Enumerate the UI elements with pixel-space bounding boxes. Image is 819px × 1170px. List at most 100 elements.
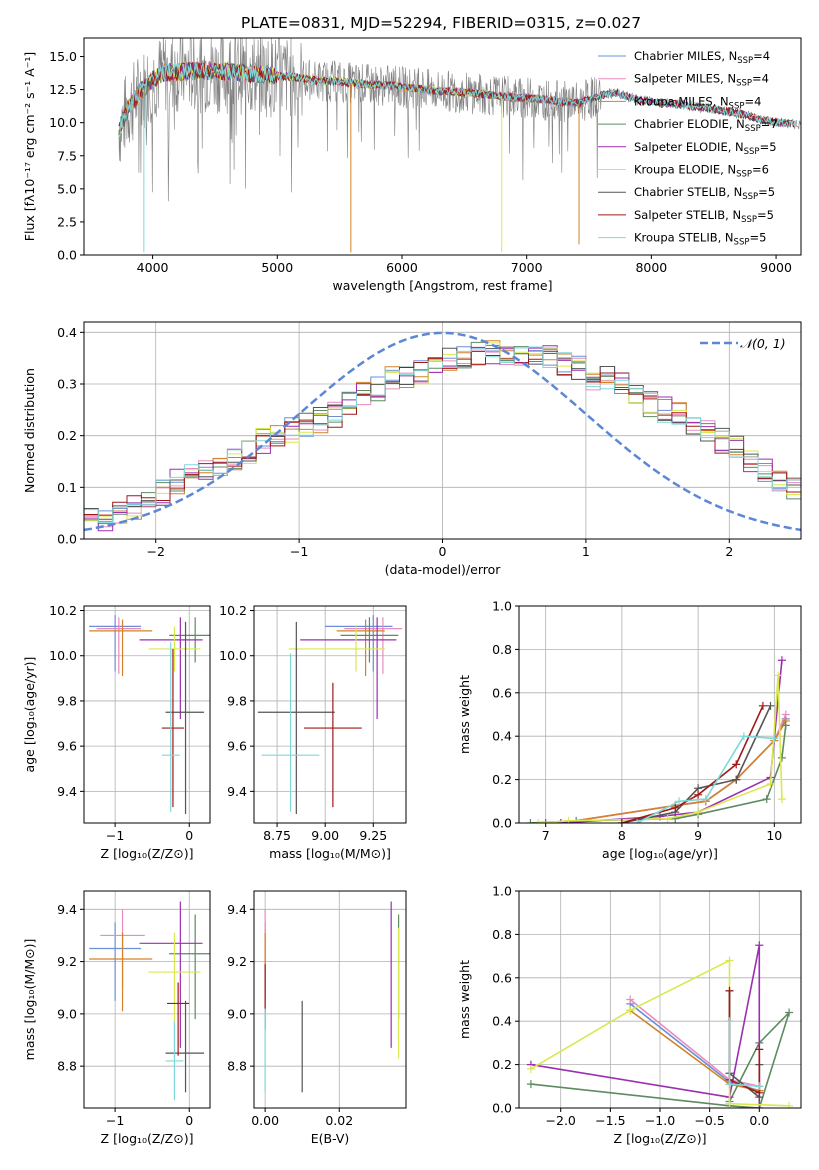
y-tick-label: 9.2 xyxy=(227,954,247,969)
weight-marker xyxy=(725,1099,734,1108)
plot-area xyxy=(526,941,794,1108)
weight-marker xyxy=(526,1080,535,1089)
weight-marker xyxy=(534,819,543,823)
x-tick-label: 10 xyxy=(766,828,782,843)
plot-area xyxy=(89,901,210,1101)
weight-marker xyxy=(725,1080,734,1089)
histogram-chabrier_stelib xyxy=(84,346,801,520)
weight-marker xyxy=(564,816,573,823)
y-tick-label: 0.1 xyxy=(57,480,77,495)
weight-marker xyxy=(762,795,771,804)
weight-marker xyxy=(617,819,626,823)
weight-marker xyxy=(633,819,642,823)
x-tick-label: −2 xyxy=(146,544,164,559)
y-axis-label: mass weight xyxy=(457,675,472,754)
plot-area xyxy=(118,38,801,253)
weight-vs-age-panel: 7 8 9 10 0.0 0.2 0.4 0.6 0.8 1.0 age [log₁₀(age/yr… xyxy=(457,599,802,861)
weight-marker xyxy=(766,779,775,788)
weight-line-chabrier_elodie xyxy=(530,1011,790,1108)
y-tick-label: 0.3 xyxy=(57,377,77,392)
age-vs-Z-panel: −1 0 9.4 9.6 9.8 10.0 10.2 Z [log₁₀(Z/Z⊙)] age [… xyxy=(22,603,211,861)
axes-frame xyxy=(83,37,802,256)
y-tick-label: 0.2 xyxy=(57,428,77,443)
x-tick-label: 6000 xyxy=(386,260,418,275)
weight-line-kroupa_miles xyxy=(560,720,787,823)
x-tick-label: −1 xyxy=(106,1113,124,1128)
weight-marker xyxy=(766,701,775,710)
y-tick-label: 8.8 xyxy=(57,1059,77,1074)
axes-frame xyxy=(83,605,211,824)
legend-label: Kroupa ELODIE, NSSP=6 xyxy=(634,163,769,180)
legend-label: Salpeter ELODIE, NSSP=5 xyxy=(634,140,777,157)
y-tick-label: 7.5 xyxy=(57,148,77,163)
weight-marker xyxy=(671,803,680,812)
weight-marker xyxy=(777,656,786,665)
y-axis-label: Flux [fλ10⁻¹⁷ erg cm⁻² s⁻¹ A⁻¹] xyxy=(22,52,37,241)
y-tick-label: 9.8 xyxy=(227,693,247,708)
weight-marker xyxy=(770,734,779,743)
weight-marker xyxy=(758,701,767,710)
x-tick-label: 8 xyxy=(618,828,626,843)
y-tick-label: 0.2 xyxy=(492,1057,512,1072)
y-tick-label: 12.5 xyxy=(49,82,77,97)
y-tick-label: 0.6 xyxy=(492,970,512,985)
legend-label: Salpeter STELIB, NSSP=5 xyxy=(634,208,774,225)
legend-label: Salpeter MILES, NSSP=4 xyxy=(634,72,769,89)
y-axis-label: mass weight xyxy=(457,960,472,1039)
y-axis-label: Normed distribution xyxy=(22,368,37,493)
y-tick-label: 9.8 xyxy=(57,693,77,708)
y-tick-label: 15.0 xyxy=(49,49,77,64)
y-tick-label: 0.4 xyxy=(492,1014,512,1029)
y-tick-label: 9.0 xyxy=(227,1006,247,1021)
axes-frame xyxy=(518,605,802,824)
y-tick-label: 0.6 xyxy=(492,685,512,700)
y-tick-label: 9.4 xyxy=(227,784,247,799)
weight-line-chabrier_stelib xyxy=(621,705,772,823)
mass-vs-EBV-panel: 0.00 0.02 8.8 9.0 9.2 9.4 E(B-V) xyxy=(227,890,407,1146)
residuals-panel: −2 −1 0 1 2 0.0 0.1 0.2 0.3 0.4 (data-model)/error… xyxy=(22,321,802,577)
x-tick-label: −0.5 xyxy=(694,1113,724,1128)
y-tick-label: 0.8 xyxy=(492,927,512,942)
weight-vs-Z-panel: −2.0 −1.5 −1.0 −0.5 0.0 0.0 0.2 0.4 0.6 0.8 1.0 Z [… xyxy=(457,884,802,1146)
weight-marker xyxy=(526,819,535,823)
legend-label: Chabrier ELODIE, NSSP=7 xyxy=(634,117,778,134)
x-tick-label: −1.5 xyxy=(595,1113,625,1128)
weight-marker xyxy=(781,721,790,730)
x-axis-label: Z [log₁₀(Z/Z⊙)] xyxy=(101,846,194,861)
y-tick-label: 9.6 xyxy=(227,739,247,754)
x-tick-label: 0 xyxy=(185,828,193,843)
weight-marker xyxy=(526,1064,535,1073)
x-tick-label: 0 xyxy=(185,1113,193,1128)
x-tick-label: 0.02 xyxy=(325,1113,353,1128)
histogram-salpeter_elodie xyxy=(84,345,801,532)
weight-marker xyxy=(701,795,710,804)
weight-marker xyxy=(725,956,734,965)
x-tick-label: 8.75 xyxy=(263,828,291,843)
plot-area xyxy=(84,331,801,532)
x-axis-label: mass [log₁₀(M/M⊙)] xyxy=(269,846,391,861)
weight-line-salpeter_elodie xyxy=(530,945,761,1108)
y-tick-label: 0.0 xyxy=(57,532,77,547)
legend-label: Chabrier STELIB, NSSP=5 xyxy=(634,185,775,202)
weight-marker xyxy=(663,814,672,823)
legend-label: 𝒩(0, 1) xyxy=(740,336,786,351)
y-tick-label: 5.0 xyxy=(57,181,77,196)
x-axis-label: E(B-V) xyxy=(311,1131,350,1146)
x-tick-label: 4000 xyxy=(137,260,169,275)
weight-marker xyxy=(694,808,703,817)
y-axis-label: age [log₁₀(age/yr)] xyxy=(22,657,37,773)
plot-area xyxy=(257,615,403,814)
x-tick-label: 0.0 xyxy=(749,1113,769,1128)
weight-marker xyxy=(732,760,741,769)
weight-marker xyxy=(732,775,741,784)
y-tick-label: 0.0 xyxy=(492,1101,512,1116)
y-tick-label: 9.4 xyxy=(57,902,77,917)
y-tick-label: 9.2 xyxy=(57,954,77,969)
x-tick-label: 2 xyxy=(725,544,733,559)
y-tick-label: 10.0 xyxy=(49,648,77,663)
x-axis-label: Z [log₁₀(Z/Z⊙)] xyxy=(101,1131,194,1146)
model-spectrum-salpeter_stelib xyxy=(118,60,795,133)
y-tick-label: 2.5 xyxy=(57,214,77,229)
axes-frame xyxy=(253,890,407,1109)
y-tick-label: 10.0 xyxy=(219,648,247,663)
